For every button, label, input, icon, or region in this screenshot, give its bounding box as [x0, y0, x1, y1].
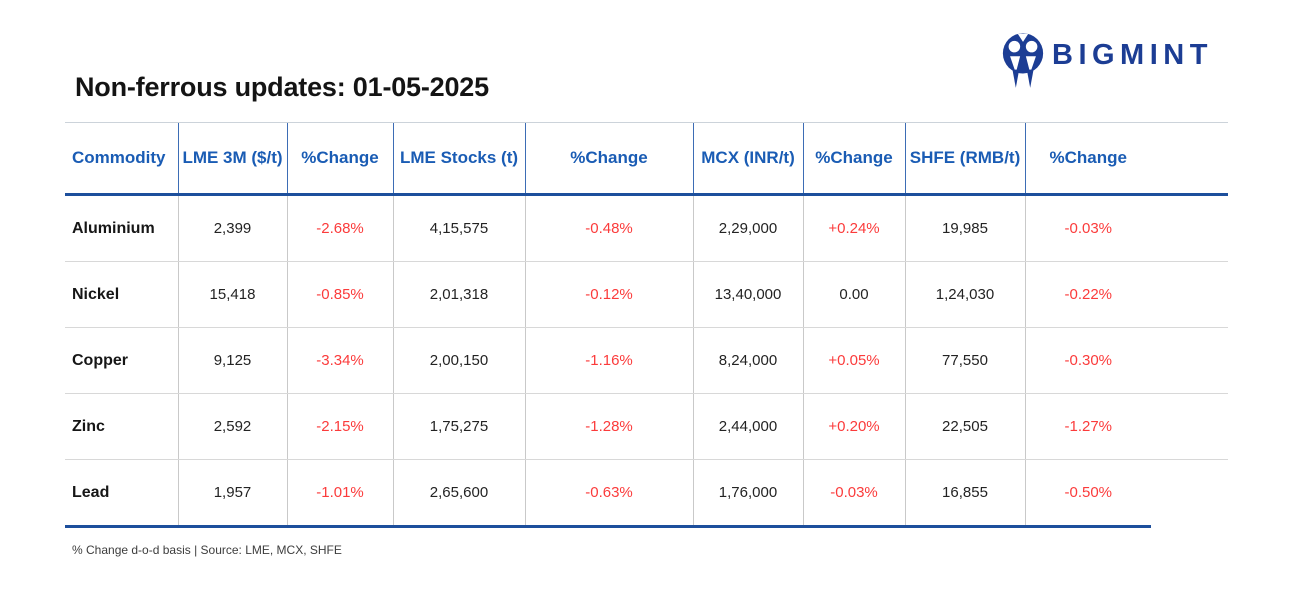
mcx-change: +0.24%	[802, 194, 905, 262]
table-row-lead: Lead 1,957 -1.01% 2,65,600 -0.63% 1,76,0…	[65, 459, 1228, 528]
lme-3m-value: 2,399	[177, 194, 287, 262]
shfe-change: -1.27%	[1024, 393, 1151, 460]
table-row-aluminium: Aluminium 2,399 -2.68% 4,15,575 -0.48% 2…	[65, 194, 1228, 262]
table-row-copper: Copper 9,125 -3.34% 2,00,150 -1.16% 8,24…	[65, 327, 1228, 394]
lme-3m-change: -0.85%	[286, 261, 393, 328]
col-header-shfe: SHFE (RMB/t)	[904, 122, 1025, 196]
lme-stocks-value: 2,00,150	[392, 327, 525, 394]
lme-3m-change: -2.15%	[286, 393, 393, 460]
lme-stocks-change: -0.63%	[524, 459, 693, 528]
lme-3m-change: -1.01%	[286, 459, 393, 528]
col-header-shfe-change: %Change	[1024, 122, 1151, 196]
mcx-change: +0.05%	[802, 327, 905, 394]
lme-3m-change: -2.68%	[286, 194, 393, 262]
lme-3m-change: -3.34%	[286, 327, 393, 394]
lme-3m-value: 2,592	[177, 393, 287, 460]
commodity-name: Lead	[65, 459, 178, 528]
lme-stocks-value: 4,15,575	[392, 194, 525, 262]
mcx-change: 0.00	[802, 261, 905, 328]
filler-cell	[1151, 393, 1228, 460]
filler-cell	[1151, 460, 1228, 527]
mcx-value: 13,40,000	[692, 261, 803, 328]
lme-stocks-change: -1.28%	[524, 393, 693, 460]
commodity-table: Commodity LME 3M ($/t) %Change LME Stock…	[65, 122, 1228, 528]
shfe-value: 22,505	[904, 393, 1025, 460]
page-title: Non-ferrous updates: 01-05-2025	[75, 72, 489, 102]
table-row-nickel: Nickel 15,418 -0.85% 2,01,318 -0.12% 13,…	[65, 261, 1228, 328]
mcx-value: 2,44,000	[692, 393, 803, 460]
shfe-change: -0.03%	[1024, 194, 1151, 262]
shfe-change: -0.22%	[1024, 261, 1151, 328]
mcx-value: 2,29,000	[692, 194, 803, 262]
shfe-value: 77,550	[904, 327, 1025, 394]
commodity-table-container: Commodity LME 3M ($/t) %Change LME Stock…	[65, 122, 1228, 528]
table-row-zinc: Zinc 2,592 -2.15% 1,75,275 -1.28% 2,44,0…	[65, 393, 1228, 460]
header-filler	[1151, 122, 1228, 196]
lme-stocks-value: 1,75,275	[392, 393, 525, 460]
bigmint-logo: BIGMINT	[1000, 31, 1240, 93]
mcx-change: +0.20%	[802, 393, 905, 460]
lme-stocks-change: -0.12%	[524, 261, 693, 328]
shfe-value: 16,855	[904, 459, 1025, 528]
filler-cell	[1151, 194, 1228, 262]
filler-cell	[1151, 327, 1228, 394]
commodity-name: Copper	[65, 327, 178, 394]
mcx-value: 8,24,000	[692, 327, 803, 394]
lme-3m-value: 1,957	[177, 459, 287, 528]
col-header-lme-3m: LME 3M ($/t)	[177, 122, 287, 196]
col-header-commodity: Commodity	[65, 122, 178, 196]
col-header-mcx-change: %Change	[802, 122, 905, 196]
header-row: Commodity LME 3M ($/t) %Change LME Stock…	[65, 122, 1228, 196]
commodity-name: Aluminium	[65, 194, 178, 262]
bigmint-wordmark: BIGMINT	[1052, 39, 1213, 71]
col-header-lme-3m-change: %Change	[286, 122, 393, 196]
mcx-value: 1,76,000	[692, 459, 803, 528]
col-header-lme-stocks: LME Stocks (t)	[392, 122, 525, 196]
bigmint-icon	[1002, 33, 1044, 88]
shfe-value: 19,985	[904, 194, 1025, 262]
shfe-change: -0.30%	[1024, 327, 1151, 394]
commodity-name: Nickel	[65, 261, 178, 328]
mcx-change: -0.03%	[802, 459, 905, 528]
shfe-change: -0.50%	[1024, 459, 1151, 528]
lme-stocks-value: 2,65,600	[392, 459, 525, 528]
lme-3m-value: 9,125	[177, 327, 287, 394]
col-header-mcx: MCX (INR/t)	[692, 122, 803, 196]
lme-stocks-change: -1.16%	[524, 327, 693, 394]
col-header-lme-stocks-change: %Change	[524, 122, 693, 196]
footnote: % Change d-o-d basis | Source: LME, MCX,…	[72, 543, 342, 557]
commodity-name: Zinc	[65, 393, 178, 460]
lme-stocks-change: -0.48%	[524, 194, 693, 262]
filler-cell	[1151, 261, 1228, 328]
lme-stocks-value: 2,01,318	[392, 261, 525, 328]
lme-3m-value: 15,418	[177, 261, 287, 328]
shfe-value: 1,24,030	[904, 261, 1025, 328]
